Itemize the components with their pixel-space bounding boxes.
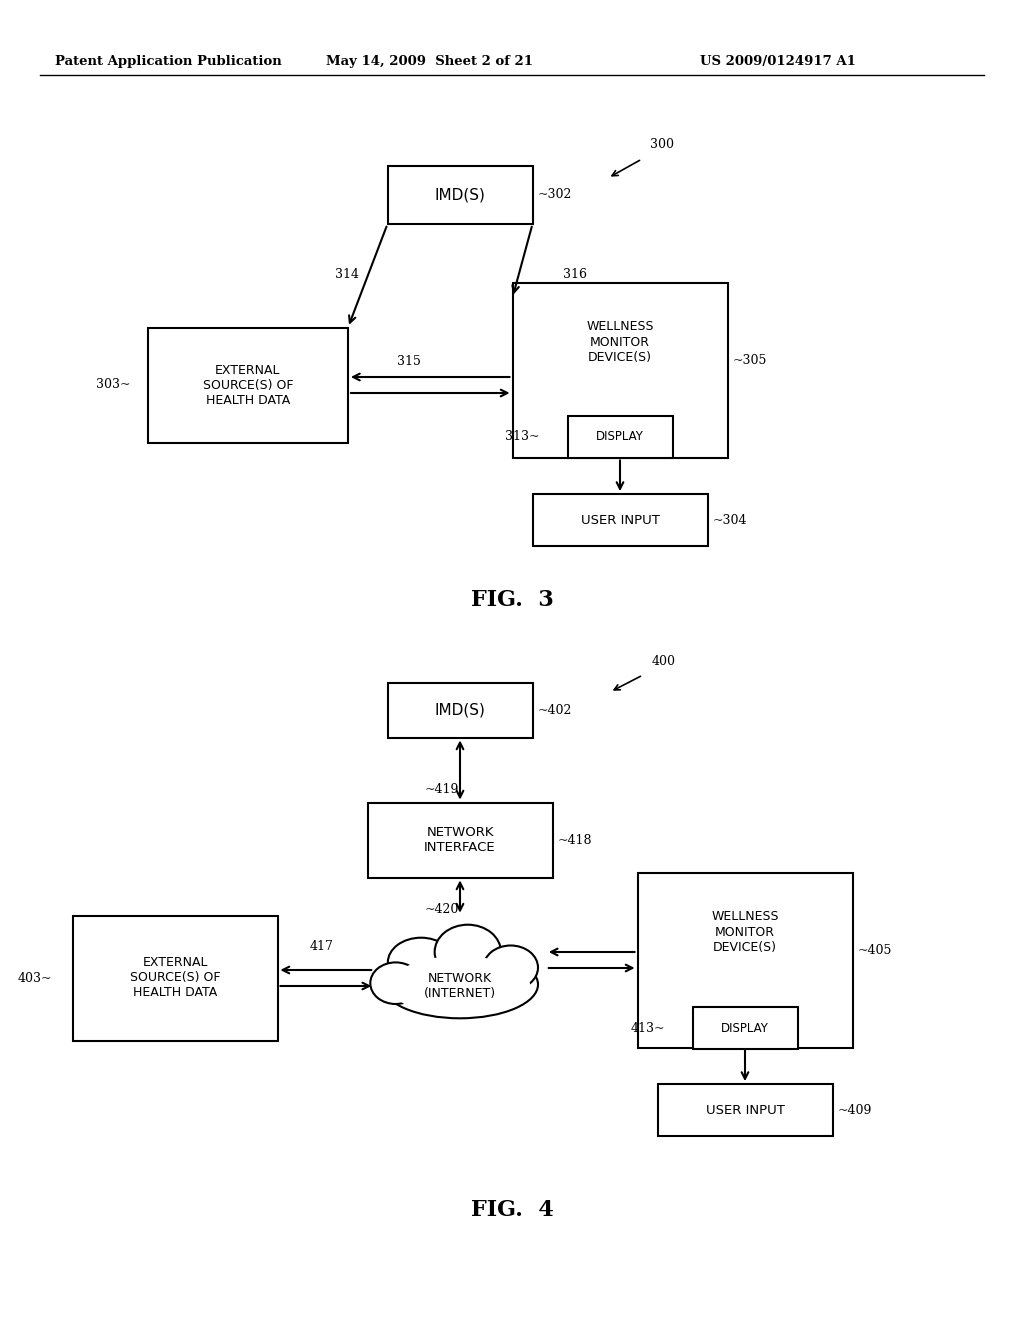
- Text: ~420: ~420: [425, 903, 460, 916]
- Text: ~409: ~409: [838, 1104, 871, 1117]
- Text: NETWORK
(INTERNET): NETWORK (INTERNET): [424, 972, 496, 999]
- FancyBboxPatch shape: [532, 494, 708, 546]
- Text: 413~: 413~: [631, 1022, 665, 1035]
- Text: ~419: ~419: [425, 783, 460, 796]
- Text: US 2009/0124917 A1: US 2009/0124917 A1: [700, 55, 856, 69]
- Text: ~418: ~418: [557, 833, 592, 846]
- Text: 300: 300: [650, 139, 674, 150]
- FancyBboxPatch shape: [692, 1007, 798, 1049]
- Text: 403~: 403~: [17, 972, 52, 985]
- Ellipse shape: [390, 956, 530, 1015]
- FancyBboxPatch shape: [73, 916, 278, 1040]
- Text: 417: 417: [310, 940, 334, 953]
- Text: 314: 314: [335, 268, 359, 281]
- Text: DISPLAY: DISPLAY: [721, 1022, 769, 1035]
- FancyBboxPatch shape: [657, 1084, 833, 1137]
- Text: DISPLAY: DISPLAY: [596, 430, 644, 444]
- Ellipse shape: [483, 945, 538, 990]
- Ellipse shape: [382, 950, 538, 1018]
- Text: ~305: ~305: [732, 354, 767, 367]
- Text: EXTERNAL
SOURCE(S) OF
HEALTH DATA: EXTERNAL SOURCE(S) OF HEALTH DATA: [130, 957, 220, 999]
- FancyBboxPatch shape: [567, 416, 673, 458]
- Text: IMD(S): IMD(S): [434, 702, 485, 718]
- FancyBboxPatch shape: [512, 282, 727, 458]
- Text: 315: 315: [397, 355, 421, 368]
- FancyBboxPatch shape: [368, 803, 553, 878]
- Text: FIG.  4: FIG. 4: [471, 1199, 553, 1221]
- Text: ~304: ~304: [713, 513, 746, 527]
- Text: USER INPUT: USER INPUT: [581, 513, 659, 527]
- Text: USER INPUT: USER INPUT: [706, 1104, 784, 1117]
- Text: IMD(S): IMD(S): [434, 187, 485, 202]
- Text: ~302: ~302: [538, 189, 571, 202]
- Ellipse shape: [371, 962, 421, 1005]
- Text: WELLNESS
MONITOR
DEVICE(S): WELLNESS MONITOR DEVICE(S): [712, 911, 778, 953]
- FancyBboxPatch shape: [148, 327, 348, 442]
- Text: May 14, 2009  Sheet 2 of 21: May 14, 2009 Sheet 2 of 21: [327, 55, 534, 69]
- FancyBboxPatch shape: [387, 682, 532, 738]
- Text: Patent Application Publication: Patent Application Publication: [55, 55, 282, 69]
- Text: EXTERNAL
SOURCE(S) OF
HEALTH DATA: EXTERNAL SOURCE(S) OF HEALTH DATA: [203, 363, 293, 407]
- Text: 303~: 303~: [96, 379, 130, 392]
- Text: ~402: ~402: [538, 704, 571, 717]
- Text: WELLNESS
MONITOR
DEVICE(S): WELLNESS MONITOR DEVICE(S): [587, 321, 653, 363]
- Ellipse shape: [434, 925, 501, 979]
- Text: FIG.  3: FIG. 3: [471, 589, 553, 611]
- Text: ~405: ~405: [857, 944, 892, 957]
- FancyBboxPatch shape: [638, 873, 853, 1048]
- Text: 316: 316: [563, 268, 587, 281]
- Ellipse shape: [388, 937, 455, 987]
- Text: 313~: 313~: [506, 430, 540, 444]
- FancyBboxPatch shape: [387, 166, 532, 224]
- Text: NETWORK
INTERFACE: NETWORK INTERFACE: [424, 826, 496, 854]
- Text: 400: 400: [652, 655, 676, 668]
